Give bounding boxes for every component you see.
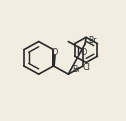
Text: Cl: Cl [82,63,90,72]
Text: Br: Br [88,36,97,45]
Text: O: O [81,48,87,57]
Text: Br: Br [72,64,81,74]
Text: O: O [51,48,58,57]
